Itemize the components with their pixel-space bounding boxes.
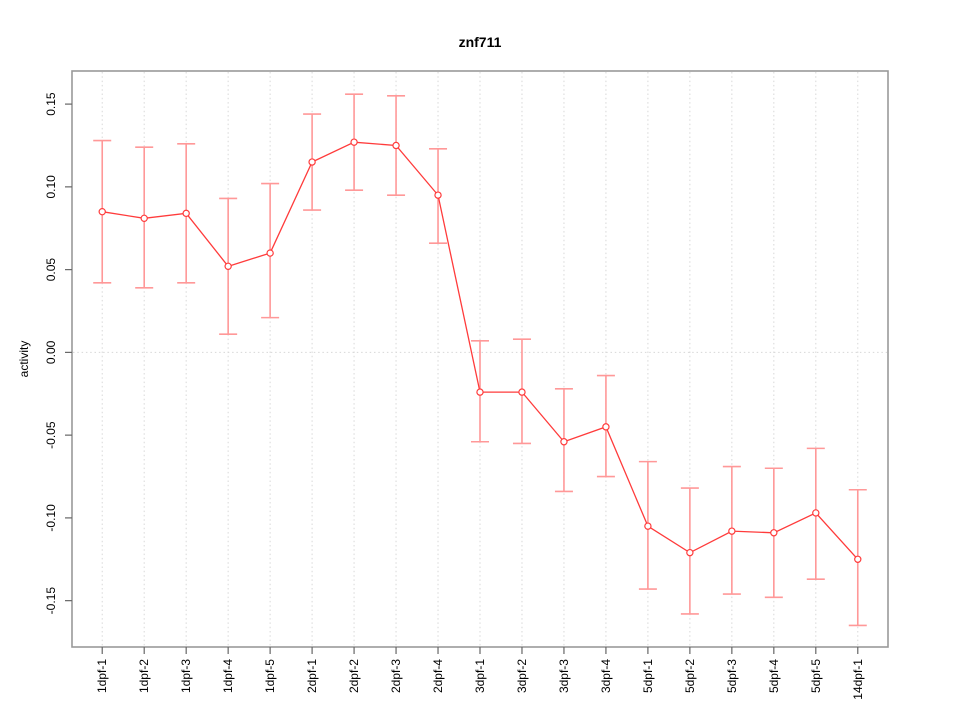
data-point xyxy=(686,548,694,557)
data-point xyxy=(854,555,862,563)
data-point xyxy=(476,388,484,396)
data-point xyxy=(728,527,736,535)
y-tick-label: -0.10 xyxy=(44,504,58,532)
y-tick-label: 0.00 xyxy=(44,340,58,364)
x-tick-label: 3dpf-3 xyxy=(557,659,571,693)
x-tick-label: 5dpf-2 xyxy=(683,659,697,693)
x-tick-label: 1dpf-3 xyxy=(179,659,193,693)
axes-layer: 0.15 0.10 0.05 0.00 -0.05 -0.10 -0.15 1dpf-1 1dp… xyxy=(44,70,889,700)
x-tick-label: 2dpf-1 xyxy=(305,659,319,693)
x-tick-label: 2dpf-2 xyxy=(347,659,361,693)
y-tick-label: 0.10 xyxy=(44,175,58,199)
series-layer xyxy=(98,138,862,563)
x-tick-label: 3dpf-1 xyxy=(473,659,487,693)
x-tick-label: 14dpf-1 xyxy=(851,659,865,700)
y-tick-label: 0.15 xyxy=(44,92,58,116)
x-tick-label: 2dpf-4 xyxy=(431,659,445,693)
x-tick-label: 5dpf-5 xyxy=(809,659,823,693)
data-point xyxy=(812,509,820,517)
x-tick-label: 2dpf-3 xyxy=(389,659,403,693)
y-tick-label: -0.15 xyxy=(44,587,58,615)
chart-title: znf711 xyxy=(459,34,502,50)
data-point xyxy=(266,249,274,257)
x-tick-label: 1dpf-2 xyxy=(137,659,151,693)
x-tick-label: 1dpf-5 xyxy=(263,659,277,693)
y-axis-label: activity xyxy=(17,341,31,378)
x-tick-label: 1dpf-1 xyxy=(95,659,109,693)
data-point xyxy=(98,207,106,216)
data-point xyxy=(644,522,652,530)
data-point xyxy=(350,138,358,146)
x-tick-label: 5dpf-4 xyxy=(767,659,781,693)
data-point xyxy=(140,214,148,223)
data-point xyxy=(308,158,316,166)
x-tick-label: 3dpf-2 xyxy=(515,659,529,693)
data-point xyxy=(434,191,442,199)
x-tick-label: 5dpf-3 xyxy=(725,659,739,693)
data-point xyxy=(602,423,610,431)
y-tick-label: -0.05 xyxy=(44,421,58,449)
x-tick-label: 3dpf-4 xyxy=(599,659,613,693)
y-tick-label: 0.05 xyxy=(44,258,58,282)
data-point xyxy=(392,141,400,150)
x-tick-label: 1dpf-4 xyxy=(221,659,235,693)
data-point xyxy=(770,529,778,537)
data-point xyxy=(518,388,526,396)
data-point xyxy=(182,209,190,218)
data-point xyxy=(224,262,232,271)
x-tick-label: 5dpf-1 xyxy=(641,659,655,693)
data-point xyxy=(560,438,568,446)
